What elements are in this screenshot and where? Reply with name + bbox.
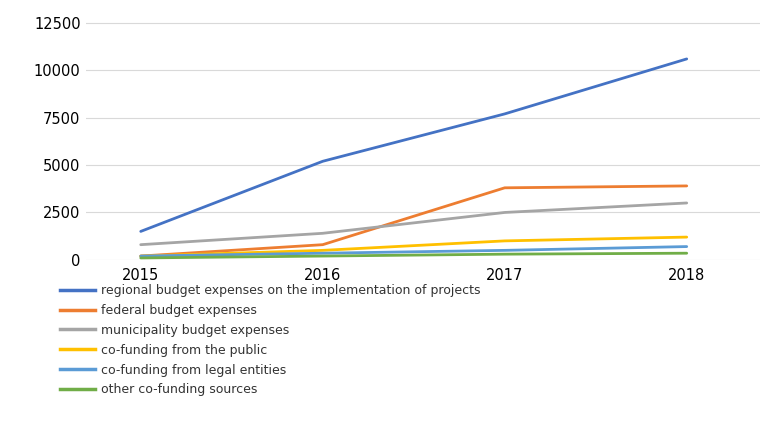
Legend: regional budget expenses on the implementation of projects, federal budget expen: regional budget expenses on the implemen…: [60, 284, 481, 396]
